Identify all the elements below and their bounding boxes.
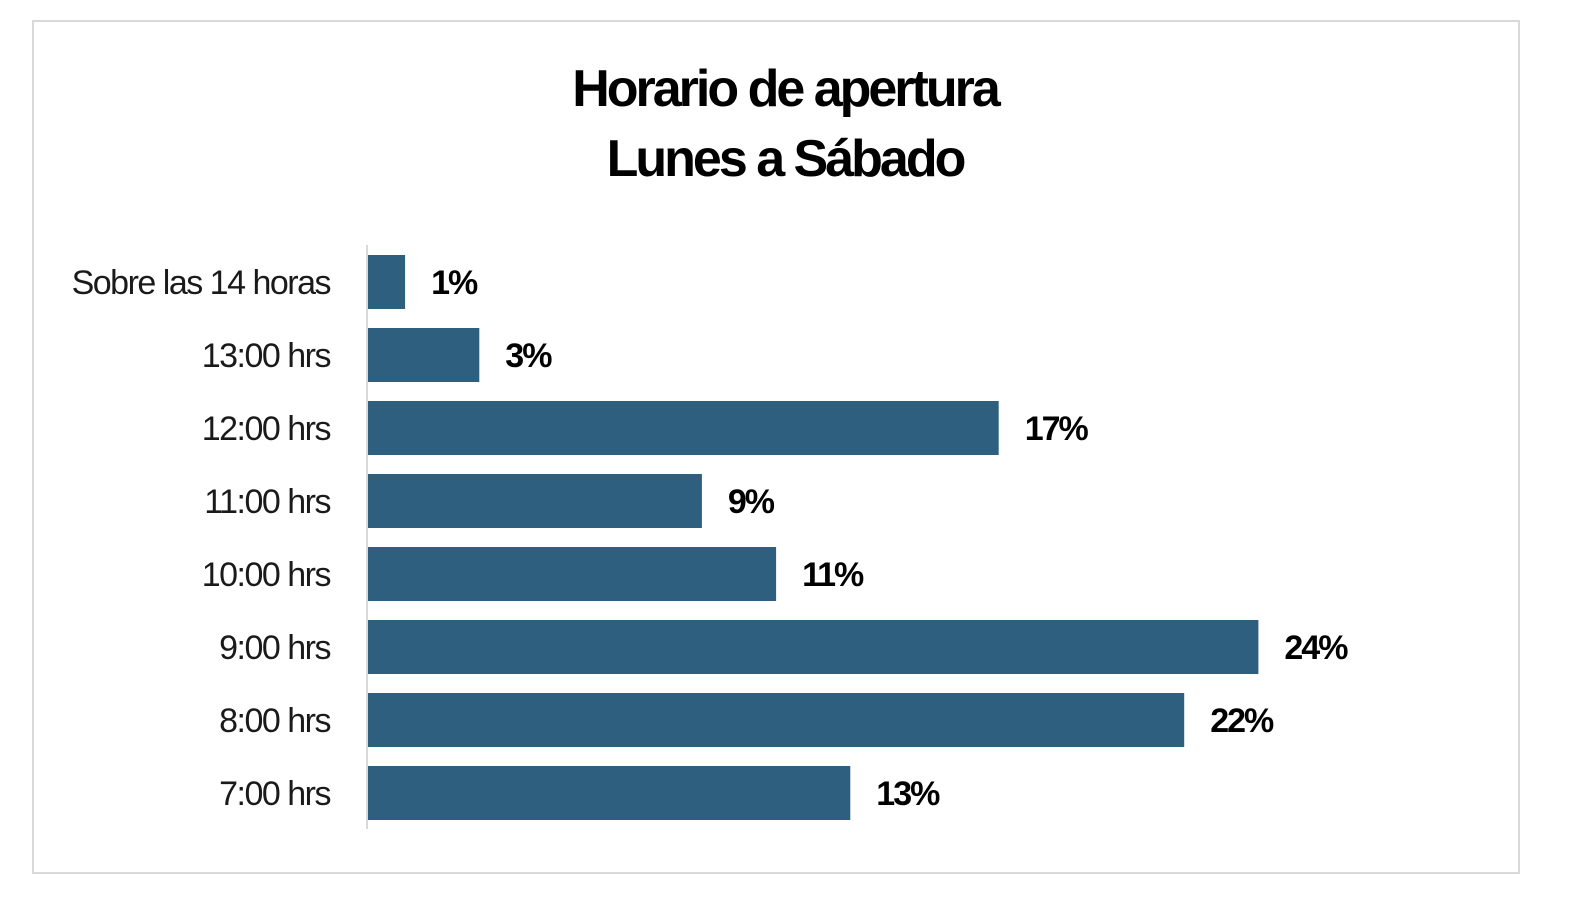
bar [368, 547, 777, 601]
value-label: 22% [1210, 702, 1274, 740]
value-label: 9% [728, 483, 775, 521]
bar [368, 766, 851, 820]
category-label: 12:00 hrs [202, 410, 331, 448]
bar [368, 474, 702, 528]
category-label: 10:00 hrs [202, 556, 331, 594]
bar [368, 693, 1185, 747]
value-label: 13% [876, 775, 940, 813]
category-label: 8:00 hrs [219, 702, 330, 740]
bar [368, 255, 406, 309]
chart-title: Horario de apertura [572, 60, 1001, 118]
category-label: 11:00 hrs [204, 483, 330, 521]
category-label: Sobre las 14 horas [72, 264, 331, 302]
category-label: 9:00 hrs [219, 629, 330, 667]
value-label: 24% [1284, 629, 1348, 667]
value-label: 1% [431, 264, 478, 302]
value-label: 17% [1025, 410, 1089, 448]
value-label: 3% [505, 337, 552, 375]
chart-subtitle: Lunes a Sábado [606, 130, 967, 188]
value-label: 11% [802, 556, 864, 594]
bar [368, 328, 480, 382]
bars-group: Sobre las 14 horas 1% 13:00 hrs 3% 12:00 hrs… [72, 255, 1350, 820]
category-label: 7:00 hrs [219, 775, 330, 813]
bar [368, 620, 1259, 674]
bar [368, 401, 999, 455]
category-label: 13:00 hrs [202, 337, 331, 375]
